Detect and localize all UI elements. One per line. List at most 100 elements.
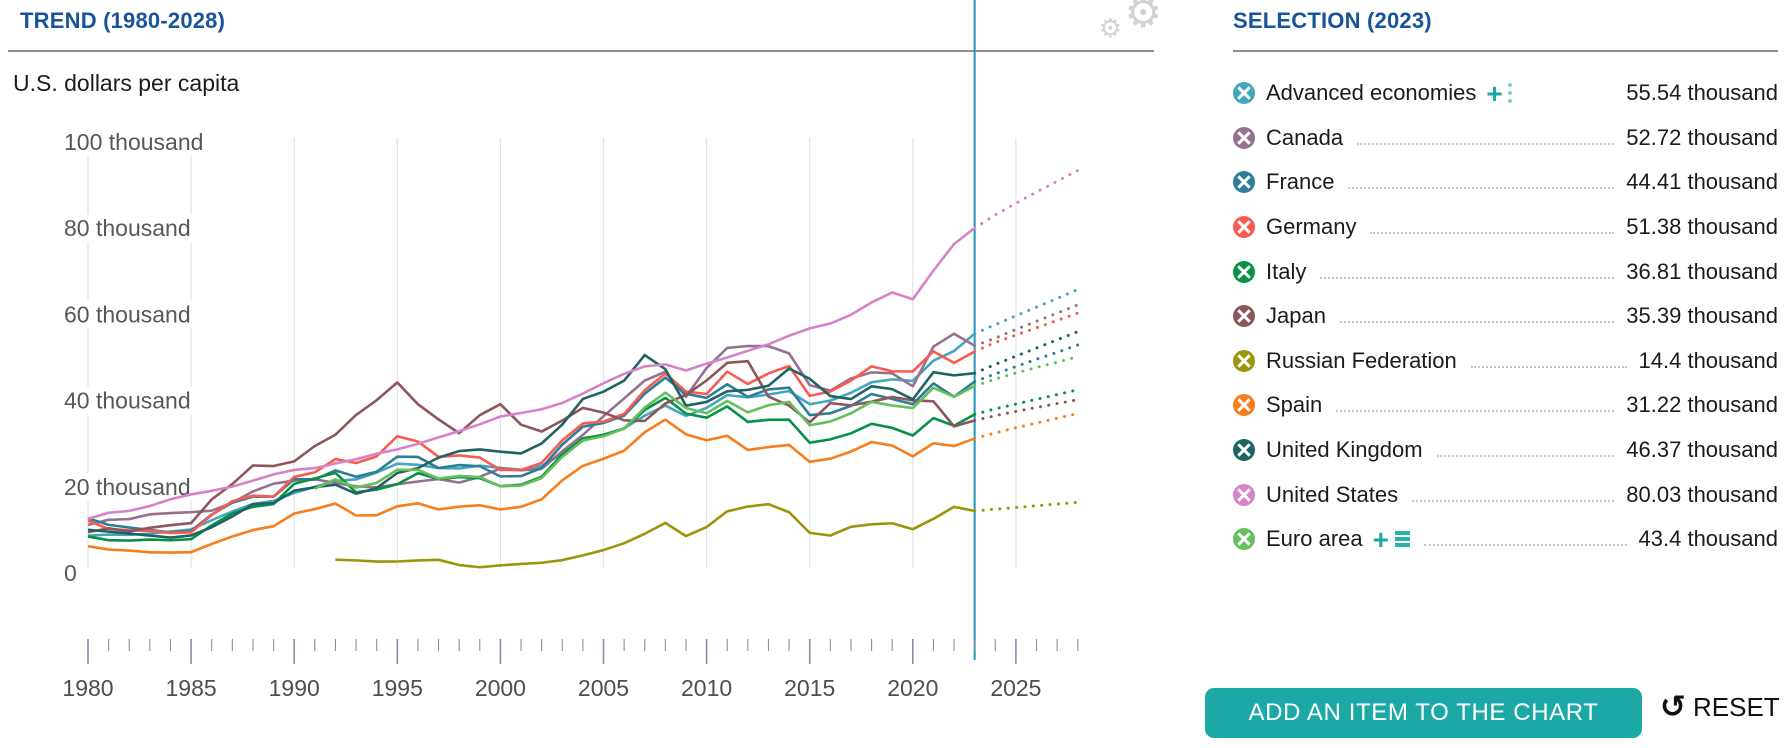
list-icon [1394,531,1410,547]
plus-icon: + [1486,77,1503,109]
series-projection-dotted[interactable] [973,168,1080,230]
selection-item-label[interactable]: United Kingdom [1266,437,1423,463]
series-line[interactable] [87,227,976,521]
y-axis-label: 20 thousand [64,474,191,500]
series-projection-dotted[interactable] [973,388,1080,416]
selection-item-label[interactable]: France [1266,169,1335,195]
leader-line [1336,410,1615,413]
y-axis-label: 0 [64,560,77,586]
leader-line [1348,187,1615,190]
gear-icon: ⚙ [1124,0,1162,37]
selection-item: United Kingdom 46.37 thousand [1233,428,1778,473]
selection-item: Italy 36.81 thousand [1233,249,1778,294]
remove-item-icon[interactable] [1233,305,1255,328]
selection-item-label[interactable]: Advanced economies [1266,80,1477,106]
selection-title: SELECTION (2023) [1233,8,1432,33]
selection-item: United States 80.03 thousand [1233,472,1778,517]
y-axis-label-backing [58,472,216,501]
series-projection-dotted[interactable] [973,500,1080,513]
series-line[interactable] [87,353,975,539]
expand-group-icon[interactable]: + [1486,77,1512,109]
selection-list: Advanced economies +55.54 thousand Canada 5… [1233,71,1778,562]
x-axis-label: 1995 [372,675,423,701]
selection-item-label[interactable]: Germany [1266,214,1357,240]
series-projection-dotted[interactable] [973,343,1080,384]
selection-item-value: 46.37 thousand [1626,437,1778,463]
selection-item-value: 51.38 thousand [1626,214,1778,240]
remove-item-icon[interactable] [1233,216,1255,239]
dotted-list-icon [1507,83,1512,104]
selection-item-value: 44.41 thousand [1626,169,1778,195]
chart-unit-label: U.S. dollars per capita [13,70,240,96]
y-axis-label-backing [58,386,216,415]
selection-item-label[interactable]: Euro area [1266,526,1363,552]
trend-title: TREND (1980-2028) [20,8,226,33]
selection-item-value: 52.72 thousand [1626,124,1778,150]
remove-item-icon[interactable] [1233,82,1255,105]
y-axis-label: 60 thousand [64,301,191,327]
x-axis-label: 2000 [475,675,526,701]
remove-item-icon[interactable] [1233,126,1255,149]
remove-item-icon[interactable] [1233,528,1255,551]
x-axis-label: 1980 [62,675,113,701]
selection-item: Spain 31.22 thousand [1233,383,1778,428]
y-axis-label-backing [58,214,216,243]
series-projection-dotted[interactable] [973,355,1080,388]
x-axis-label: 2015 [784,675,835,701]
series-line[interactable] [87,376,976,534]
series-line[interactable] [87,418,976,554]
series-line[interactable] [87,359,976,534]
selection-item-label[interactable]: Spain [1266,392,1323,418]
remove-item-icon[interactable] [1233,483,1255,506]
plus-icon: + [1372,523,1389,555]
leader-line [1470,365,1627,368]
reset-button[interactable]: ↺ RESET [1660,692,1780,723]
x-axis-label: 1985 [166,675,217,701]
y-axis-label-backing [58,559,86,587]
leader-line [1412,499,1615,502]
y-axis-label: 40 thousand [64,388,191,414]
series-line[interactable] [87,332,976,537]
series-projection-dotted[interactable] [973,412,1080,440]
remove-item-icon[interactable] [1233,171,1255,194]
selection-item-label[interactable]: Italy [1266,258,1307,284]
selection-item-value: 31.22 thousand [1626,392,1778,418]
trend-line-chart[interactable]: 1980 1985 1990 1995 2000 2005 2010 2015 2020 2025… [0,0,1160,748]
add-item-button[interactable]: ADD AN ITEM TO THE CHART [1205,688,1642,738]
selection-item: Advanced economies +55.54 thousand [1233,71,1778,116]
y-axis-label: 100 thousand [64,129,203,155]
selection-item: Euro area +43.4 thousand [1233,517,1778,562]
remove-item-icon[interactable] [1233,394,1255,417]
series-projection-dotted[interactable] [973,303,1080,348]
selection-divider [1233,50,1778,52]
series-projection-dotted[interactable] [973,330,1080,375]
leader-line [1357,142,1615,145]
series-projection-dotted[interactable] [973,311,1080,354]
reset-icon: ↺ [1660,689,1686,725]
selection-item-value: 43.4 thousand [1638,526,1778,552]
series-projection-dotted[interactable] [973,398,1080,422]
selection-item-label[interactable]: Japan [1266,303,1326,329]
series-line[interactable] [335,502,975,569]
expand-group-icon[interactable]: + [1372,523,1410,555]
selection-item-value: 14.4 thousand [1638,347,1778,373]
series-line[interactable] [314,384,976,490]
leader-line [1370,232,1615,235]
series-projection-dotted[interactable] [973,287,1080,336]
selection-item-label[interactable]: Canada [1266,124,1344,150]
remove-item-icon[interactable] [1233,349,1255,372]
remove-item-icon[interactable] [1233,260,1255,283]
y-axis-label-backing [58,128,216,156]
selection-item-label[interactable]: Russian Federation [1266,347,1457,373]
y-axis-label: 80 thousand [64,215,191,241]
gear-icon: ⚙ [1098,14,1122,44]
selection-item: France 44.41 thousand [1233,160,1778,205]
settings-gears-icon[interactable]: ⚙ ⚙ [1092,0,1168,54]
selection-item-label[interactable]: United States [1266,481,1399,507]
trend-divider [8,50,1154,52]
remove-item-icon[interactable] [1233,439,1255,462]
selection-item: Canada 52.72 thousand [1233,116,1778,161]
selection-item-value: 80.03 thousand [1626,481,1778,507]
selection-item-value: 35.39 thousand [1626,303,1778,329]
